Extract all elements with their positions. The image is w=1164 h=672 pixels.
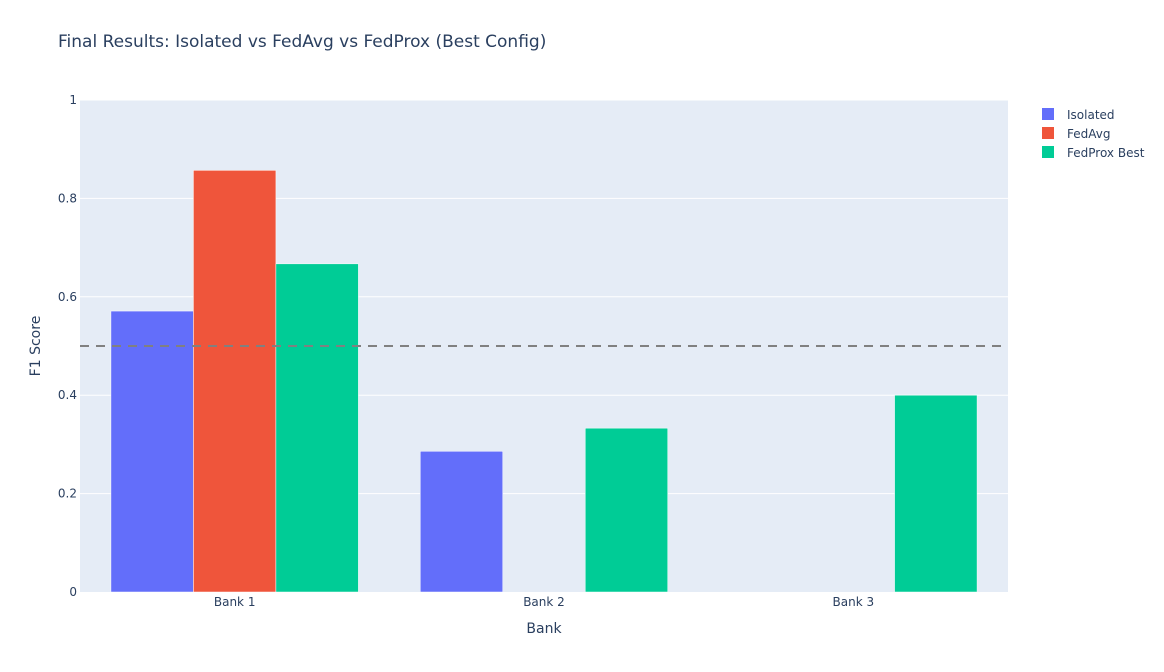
- legend-item[interactable]: FedAvg: [1042, 127, 1110, 141]
- legend-label: Isolated: [1067, 108, 1115, 122]
- legend-swatch: [1042, 108, 1054, 120]
- bar-isolated-bank-1[interactable]: [110, 310, 194, 593]
- y-tick-label: 0.2: [58, 487, 77, 501]
- y-tick-label: 0.8: [58, 191, 77, 205]
- bar-fedprox-best-bank-2[interactable]: [584, 427, 668, 593]
- y-axis-title: F1 Score: [28, 316, 44, 377]
- chart-title: Final Results: Isolated vs FedAvg vs Fed…: [58, 32, 547, 52]
- legend-swatch: [1042, 146, 1054, 158]
- x-axis-title: Bank: [526, 621, 562, 637]
- x-tick-label: Bank 2: [523, 595, 565, 609]
- bar-fedprox-best-bank-3[interactable]: [894, 394, 978, 593]
- legend-label: FedAvg: [1067, 127, 1110, 141]
- bar-isolated-bank-2[interactable]: [420, 451, 504, 593]
- legend-item[interactable]: FedProx Best: [1042, 146, 1145, 160]
- x-tick-label: Bank 3: [833, 595, 875, 609]
- bar-fedavg-bank-1[interactable]: [193, 170, 277, 593]
- legend-label: FedProx Best: [1067, 146, 1145, 160]
- y-tick-label: 0: [69, 585, 77, 599]
- y-tick-label: 1: [69, 93, 77, 107]
- bar-fedprox-best-bank-1[interactable]: [275, 263, 359, 593]
- y-tick-label: 0.4: [58, 388, 77, 402]
- y-tick-label: 0.6: [58, 290, 77, 304]
- x-tick-label: Bank 1: [214, 595, 256, 609]
- legend-swatch: [1042, 127, 1054, 139]
- legend-item[interactable]: Isolated: [1042, 108, 1115, 122]
